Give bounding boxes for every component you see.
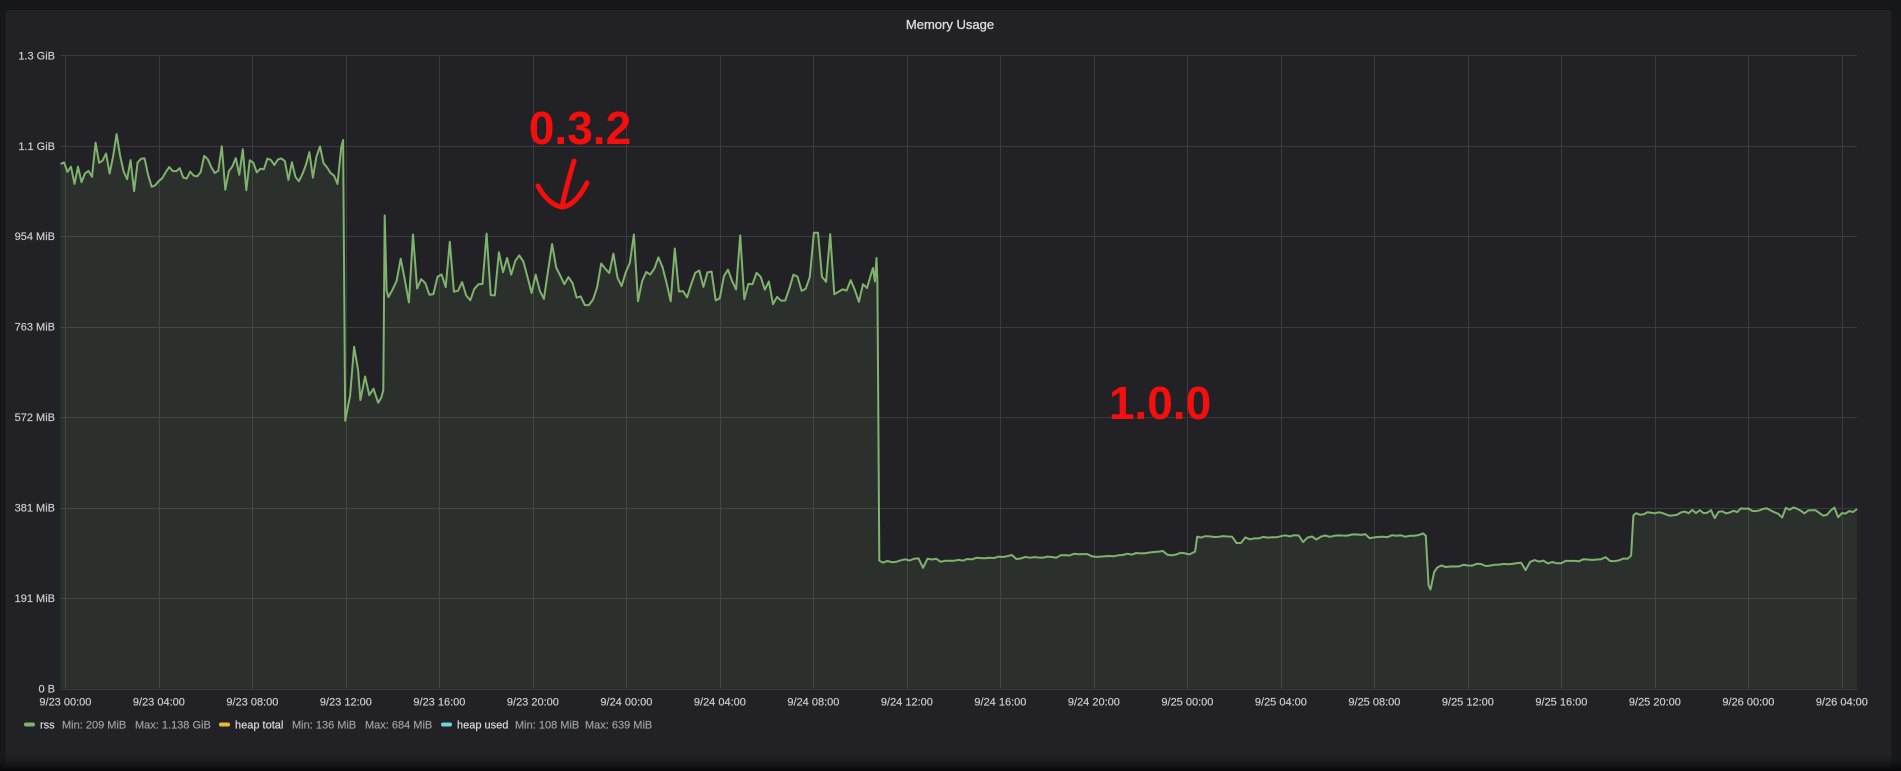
- svg-text:Max: 639 MiB: Max: 639 MiB: [585, 720, 652, 732]
- svg-text:Min: 108 MiB: Min: 108 MiB: [515, 720, 579, 732]
- svg-text:0.3.2: 0.3.2: [529, 102, 631, 154]
- svg-text:191 MiB: 191 MiB: [15, 593, 55, 605]
- svg-text:Memory Usage: Memory Usage: [906, 17, 994, 32]
- svg-text:0 B: 0 B: [38, 684, 55, 696]
- svg-text:9/25 20:00: 9/25 20:00: [1629, 697, 1681, 709]
- svg-text:9/23 12:00: 9/23 12:00: [320, 697, 372, 709]
- svg-text:9/26 04:00: 9/26 04:00: [1816, 697, 1868, 709]
- svg-text:9/24 20:00: 9/24 20:00: [1068, 697, 1120, 709]
- svg-text:heap total: heap total: [235, 720, 283, 732]
- svg-text:954 MiB: 954 MiB: [15, 231, 55, 243]
- svg-text:9/23 20:00: 9/23 20:00: [507, 697, 559, 709]
- svg-text:1.0.0: 1.0.0: [1109, 377, 1211, 429]
- svg-text:9/25 12:00: 9/25 12:00: [1442, 697, 1494, 709]
- svg-text:1.3 GiB: 1.3 GiB: [18, 50, 55, 62]
- svg-text:9/24 00:00: 9/24 00:00: [600, 697, 652, 709]
- svg-text:9/25 00:00: 9/25 00:00: [1161, 697, 1213, 709]
- svg-text:9/23 04:00: 9/23 04:00: [133, 697, 185, 709]
- svg-text:rss: rss: [40, 720, 55, 732]
- svg-text:572 MiB: 572 MiB: [15, 412, 55, 424]
- svg-text:Min: 209 MiB: Min: 209 MiB: [62, 720, 126, 732]
- svg-text:Max: 684 MiB: Max: 684 MiB: [365, 720, 432, 732]
- svg-text:heap used: heap used: [457, 720, 508, 732]
- svg-text:9/25 04:00: 9/25 04:00: [1255, 697, 1307, 709]
- svg-text:763 MiB: 763 MiB: [15, 322, 55, 334]
- svg-text:9/25 08:00: 9/25 08:00: [1348, 697, 1400, 709]
- svg-text:9/24 12:00: 9/24 12:00: [881, 697, 933, 709]
- svg-text:9/24 16:00: 9/24 16:00: [974, 697, 1026, 709]
- svg-text:9/24 08:00: 9/24 08:00: [787, 697, 839, 709]
- svg-text:9/23 16:00: 9/23 16:00: [413, 697, 465, 709]
- svg-text:9/26 00:00: 9/26 00:00: [1722, 697, 1774, 709]
- svg-text:Min: 136 MiB: Min: 136 MiB: [292, 720, 356, 732]
- svg-text:1.1 GiB: 1.1 GiB: [18, 141, 55, 153]
- svg-text:Max: 1.138 GiB: Max: 1.138 GiB: [135, 720, 211, 732]
- svg-text:9/23 00:00: 9/23 00:00: [39, 697, 91, 709]
- svg-text:9/23 08:00: 9/23 08:00: [226, 697, 278, 709]
- svg-text:9/24 04:00: 9/24 04:00: [694, 697, 746, 709]
- svg-text:9/25 16:00: 9/25 16:00: [1535, 697, 1587, 709]
- svg-text:381 MiB: 381 MiB: [15, 503, 55, 515]
